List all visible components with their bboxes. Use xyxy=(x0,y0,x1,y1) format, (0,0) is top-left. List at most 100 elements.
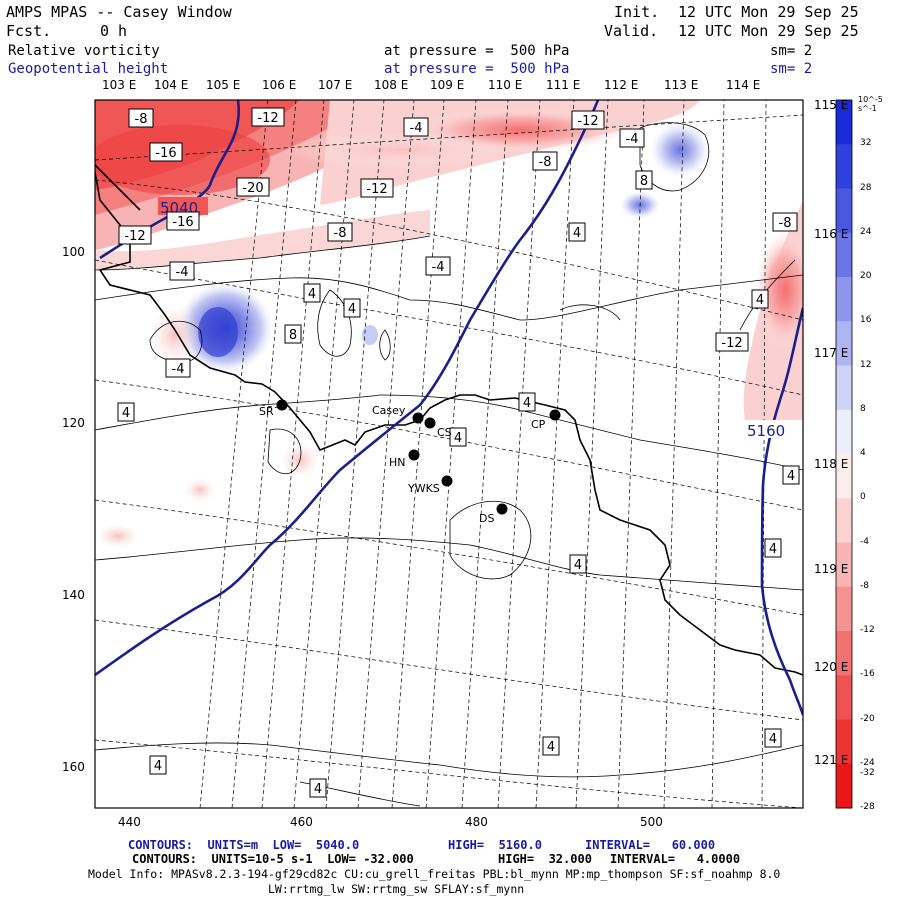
vorticity-label: -12 xyxy=(366,182,387,197)
vorticity-label-box xyxy=(303,283,321,303)
y-tick: 140 xyxy=(62,588,85,602)
height-contour-upper xyxy=(95,100,600,677)
field2-sm: sm= 2 xyxy=(770,61,813,77)
colorbar-swatch xyxy=(836,675,852,720)
fcst-value: 0 h xyxy=(100,22,128,40)
x-tick: 460 xyxy=(290,815,313,829)
vorticity-label: 4 xyxy=(574,558,582,573)
vorticity-label-box xyxy=(568,222,586,242)
vorticity-label-box xyxy=(149,755,167,775)
colorbar-label: -20 xyxy=(860,713,875,724)
colorbar-label: 12 xyxy=(860,359,872,370)
vorticity-contours xyxy=(95,122,803,807)
colorbar-swatch xyxy=(836,409,852,455)
station-marker xyxy=(424,417,436,429)
vorticity-label: -16 xyxy=(155,146,176,161)
vorticity-label: -4 xyxy=(410,121,423,136)
colorbar-label: 32 xyxy=(860,138,872,149)
station-marker xyxy=(408,449,420,461)
colorbar-label: -24 xyxy=(860,757,875,768)
vorticity-label: -4 xyxy=(172,362,185,377)
vorticity-label-box xyxy=(284,324,302,344)
vorticity-label: -4 xyxy=(626,132,639,147)
colorbar-swatch xyxy=(836,719,852,765)
vorticity-label: 4 xyxy=(547,740,555,755)
colorbar-label: 8 xyxy=(860,403,866,414)
lon-label: 104 E xyxy=(154,78,189,92)
field1-name: Relative vorticity xyxy=(8,43,160,59)
vorticity-label: -8 xyxy=(334,226,347,241)
station-marker xyxy=(549,409,561,421)
vorticity-label: 8 xyxy=(640,174,648,189)
vorticity-label-box xyxy=(236,177,270,197)
colorbar-label: 20 xyxy=(860,271,872,281)
vorticity-label: -12 xyxy=(577,114,598,129)
vorticity-label: -8 xyxy=(779,216,792,231)
vorticity-label: 4 xyxy=(348,302,356,317)
graticule xyxy=(95,100,803,808)
vorticity-label-box xyxy=(764,728,782,748)
footer-vort-high: HIGH= 32.000 xyxy=(498,852,592,866)
colorbar-swatch xyxy=(836,100,852,145)
vorticity-label-box xyxy=(449,427,467,447)
vorticity-label-box xyxy=(751,289,769,309)
field1-sm: sm= 2 xyxy=(770,43,813,59)
vorticity-label: 4 xyxy=(769,732,777,747)
height-label-5160: 5160 xyxy=(747,422,785,440)
vorticity-label: -12 xyxy=(124,229,145,244)
vorticity-label-box xyxy=(169,261,195,281)
vorticity-label: 4 xyxy=(454,431,462,446)
colorbar-label: -28 xyxy=(860,802,875,812)
colorbar-swatch xyxy=(836,454,852,499)
vorticity-label-box xyxy=(309,778,327,798)
lon-label-right: 116 E xyxy=(814,227,849,241)
lon-label: 106 E xyxy=(262,78,297,92)
lon-label: 109 E xyxy=(430,78,465,92)
vorticity-label: -8 xyxy=(135,112,148,127)
vorticity-label: 4 xyxy=(308,287,316,302)
colorbar-units: 10^-5 s^-1 xyxy=(858,95,883,113)
vorticity-label: 8 xyxy=(289,328,297,343)
vorticity-label-box xyxy=(128,108,154,128)
y-tick: 120 xyxy=(62,416,85,430)
fcst-label: Fcst. xyxy=(6,22,52,40)
init-label: Init. xyxy=(614,3,660,21)
colorbar-label: 24 xyxy=(860,226,872,237)
vorticity-label: 4 xyxy=(523,396,531,411)
vorticity-label: 4 xyxy=(154,759,162,774)
colorbar-swatch xyxy=(836,498,852,543)
station-marker xyxy=(412,412,424,424)
vorticity-label: -12 xyxy=(257,111,278,126)
lon-label-right: 121 E xyxy=(814,753,849,767)
colorbar-label: -16 xyxy=(860,669,875,680)
plot-frame xyxy=(94,99,804,809)
vorticity-label-box xyxy=(117,402,135,422)
colorbar-label: -8 xyxy=(860,580,869,591)
colorbar-swatch xyxy=(836,188,852,234)
lon-label: 111 E xyxy=(546,78,581,92)
colorbar-label: -4 xyxy=(860,536,869,547)
colorbar-label: -12 xyxy=(860,625,875,635)
footer-height-interval: INTERVAL= 60.000 xyxy=(585,838,716,852)
colorbar-swatch xyxy=(836,365,852,411)
vorticity-label-box xyxy=(569,554,587,574)
vorticity-label-box xyxy=(360,178,394,198)
field2-name: Geopotential height xyxy=(8,61,169,77)
valid-value: 12 UTC Mon 29 Sep 25 xyxy=(678,22,859,40)
vorticity-label: 4 xyxy=(787,469,795,484)
vorticity-label-box xyxy=(327,222,353,242)
footer-vort-interval: INTERVAL= 4.0000 xyxy=(610,852,741,866)
field2-level: at pressure = 500 hPa xyxy=(384,61,570,77)
vorticity-label-box xyxy=(532,151,558,171)
lon-label-right: 117 E xyxy=(814,346,849,360)
x-tick: 440 xyxy=(118,815,141,829)
vorticity-label: 4 xyxy=(573,226,581,241)
lon-label-right: 118 E xyxy=(814,457,849,471)
vorticity-label-box xyxy=(764,538,782,558)
vorticity-label: -16 xyxy=(172,215,193,230)
vorticity-label: -4 xyxy=(432,260,445,275)
colorbar-swatch xyxy=(836,321,852,366)
height-contour-5160 xyxy=(760,307,803,716)
colorbar-label: 28 xyxy=(860,182,872,193)
